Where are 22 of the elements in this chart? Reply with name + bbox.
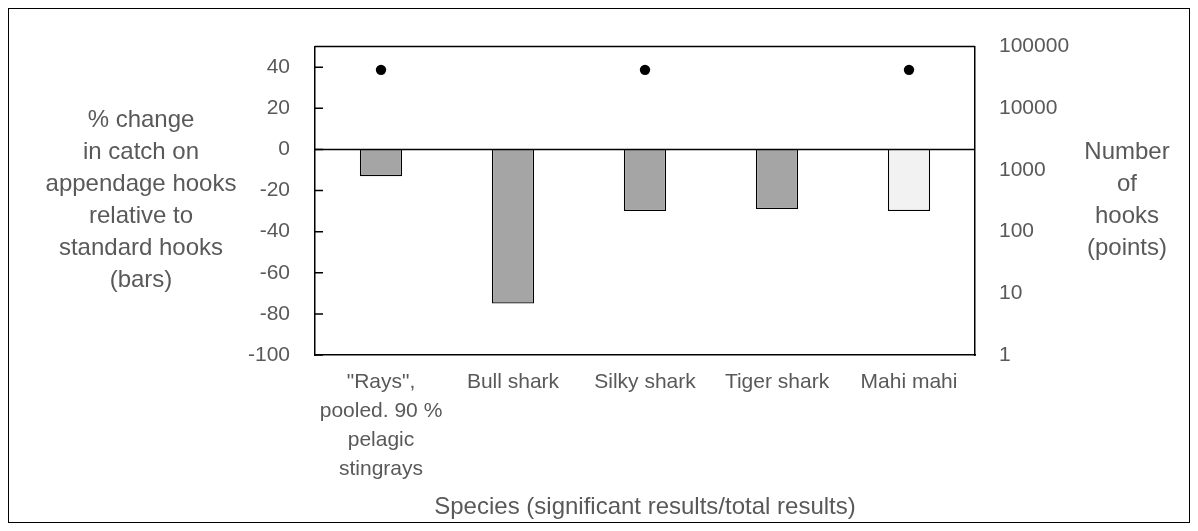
x-tick-label: Mahi mahi: [860, 369, 958, 393]
y2-tick-label: 10: [999, 280, 1023, 304]
y2-axis-title: Number of hooks (points): [1084, 137, 1170, 261]
y2-tick-label: 1: [999, 341, 1011, 365]
y-tick-label: 40: [266, 53, 290, 77]
y2-tick-label: 1000: [999, 156, 1046, 180]
y2-tick-label: 100000: [999, 33, 1070, 57]
y-tick-label: -40: [259, 218, 290, 242]
y-tick-label: 0: [278, 136, 290, 160]
y-tick-label: -80: [259, 300, 290, 324]
y2-tick-label: 100: [999, 218, 1035, 242]
y-tick-label: -100: [247, 341, 290, 365]
y-tick-label: -60: [259, 259, 290, 283]
x-tick-label: Silky shark: [594, 369, 697, 393]
y-tick-label: -20: [259, 177, 290, 201]
x-tick-label: "Rays", pooled. 90 % pelagic stingrays: [319, 369, 443, 480]
x-tick-label: Bull shark: [466, 369, 560, 393]
y2-tick-label: 10000: [999, 95, 1058, 119]
x-axis-title: Species (significant results/total results): [434, 492, 856, 520]
x-tick-label: Tiger shark: [724, 369, 830, 393]
y-tick-label: 20: [266, 95, 290, 119]
y-axis-title: % change in catch on appendage hooks relative to standard hooks (bars): [45, 105, 237, 293]
